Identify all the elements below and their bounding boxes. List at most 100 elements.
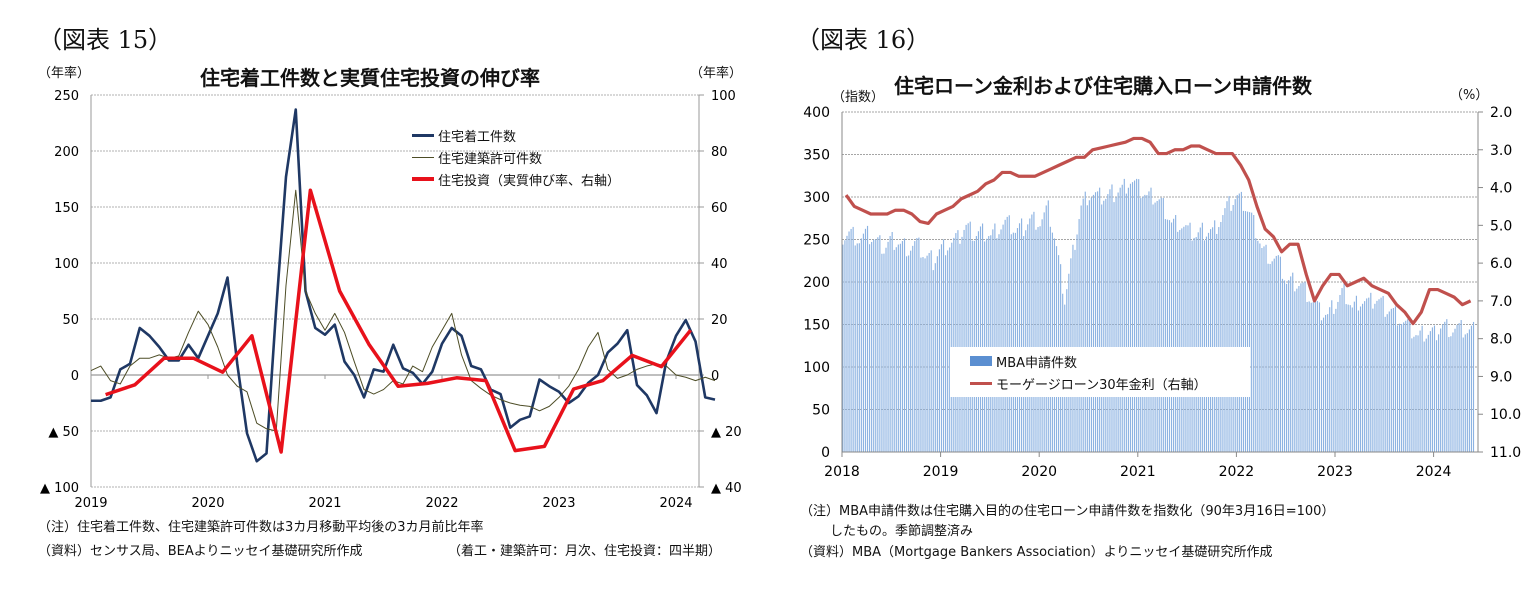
bar (969, 221, 971, 452)
y2-tick-label: 5.0 (1490, 218, 1512, 234)
bar (932, 270, 934, 452)
bar (1318, 302, 1321, 452)
bar (986, 238, 988, 452)
bar (850, 228, 852, 452)
bar (1462, 337, 1464, 452)
bar (1265, 244, 1267, 452)
y2-tick-label: 4.0 (1490, 181, 1512, 197)
x-tick-label: 2021 (1120, 464, 1156, 480)
bar (1310, 302, 1312, 452)
bar (953, 237, 955, 452)
x-tick-label: 2023 (542, 496, 575, 511)
bar (1129, 183, 1132, 453)
bar (1086, 205, 1088, 452)
bar (1119, 187, 1121, 452)
bar (1281, 278, 1284, 452)
bar (922, 257, 924, 452)
bar (1435, 340, 1438, 452)
x-tick-label: 2022 (425, 496, 458, 511)
bar (992, 229, 994, 452)
bar (926, 255, 928, 452)
bar (1113, 202, 1115, 452)
bar (963, 229, 965, 452)
bar (940, 244, 943, 452)
bar (1103, 200, 1105, 452)
legend-item-building-permits: 住宅建築許可件数 (412, 146, 620, 168)
legend-swatch-red (970, 381, 992, 385)
chart-16-source: （資料）MBA（Mortgage Bankers Association）よりニ… (800, 545, 1273, 560)
y2-tick-label: 11.0 (1490, 445, 1521, 461)
y-tick-label: 150 (803, 318, 830, 334)
bar (1037, 227, 1039, 452)
bar (1470, 325, 1473, 452)
bar (852, 226, 854, 452)
bar (1105, 198, 1107, 452)
x-tick-label: 2024 (659, 496, 692, 511)
bar (1084, 191, 1086, 452)
bar (936, 256, 938, 452)
bar (1078, 219, 1080, 452)
y-tick-label: ▲ 50 (48, 425, 79, 440)
bar (1199, 227, 1201, 452)
x-tick-label: 2020 (1021, 464, 1057, 480)
bar (1275, 255, 1277, 452)
bar (1012, 232, 1014, 452)
figure-15-label: （図表 15） (38, 26, 173, 54)
bar (1123, 178, 1125, 452)
bar (1286, 283, 1288, 452)
bar (1138, 179, 1140, 452)
bar (1045, 205, 1047, 452)
bar (1179, 229, 1181, 452)
legend-label: 住宅着工件数 (438, 129, 517, 145)
bar (1150, 187, 1152, 452)
bar (1142, 196, 1144, 452)
bar (1117, 192, 1119, 452)
right-axis-unit: （%） (1450, 88, 1489, 103)
bar (1016, 228, 1019, 452)
bar (1207, 232, 1210, 452)
legend-item-mortgage-rate: モーゲージローン30年金利（右軸） (970, 372, 1220, 394)
bar (1283, 280, 1286, 452)
bar (1292, 272, 1294, 452)
bar (1366, 298, 1368, 452)
x-tick-label: 2023 (1317, 464, 1353, 480)
bar (889, 236, 891, 452)
bar (1472, 321, 1475, 452)
y-tick-label: 0 (71, 369, 79, 384)
y2-tick-label: 20 (711, 313, 728, 328)
bar (1325, 314, 1327, 452)
bar (1337, 301, 1339, 452)
bar (1296, 288, 1298, 452)
chart-16-title: 住宅ローン金利および住宅購入ローン申請件数 (894, 74, 1312, 98)
bar (1127, 187, 1129, 453)
bar (1193, 237, 1195, 452)
bar (1394, 306, 1397, 452)
bar (924, 258, 926, 452)
bar (955, 233, 957, 452)
bar (1431, 327, 1433, 452)
bar (1047, 200, 1049, 452)
bar (1099, 187, 1101, 452)
bar (905, 256, 908, 452)
bar (1232, 204, 1234, 452)
bar (1203, 240, 1205, 452)
bar (1002, 224, 1004, 452)
bar (1359, 306, 1362, 452)
bar (1111, 184, 1113, 452)
y-tick-label: 0 (821, 445, 830, 461)
y-tick-label: 350 (803, 148, 830, 164)
bar (1154, 202, 1156, 452)
bar (1261, 248, 1263, 452)
bar (1417, 335, 1419, 452)
x-tick-label: 2019 (74, 496, 107, 511)
y-tick-label: 250 (54, 89, 79, 104)
bar (1236, 195, 1238, 452)
bar (1329, 307, 1331, 452)
bar (1458, 323, 1460, 452)
legend-item-housing-starts: 住宅着工件数 (412, 124, 620, 146)
bar (1109, 189, 1111, 452)
bar (1173, 218, 1175, 452)
bar (1076, 234, 1078, 452)
bar (1051, 232, 1053, 452)
